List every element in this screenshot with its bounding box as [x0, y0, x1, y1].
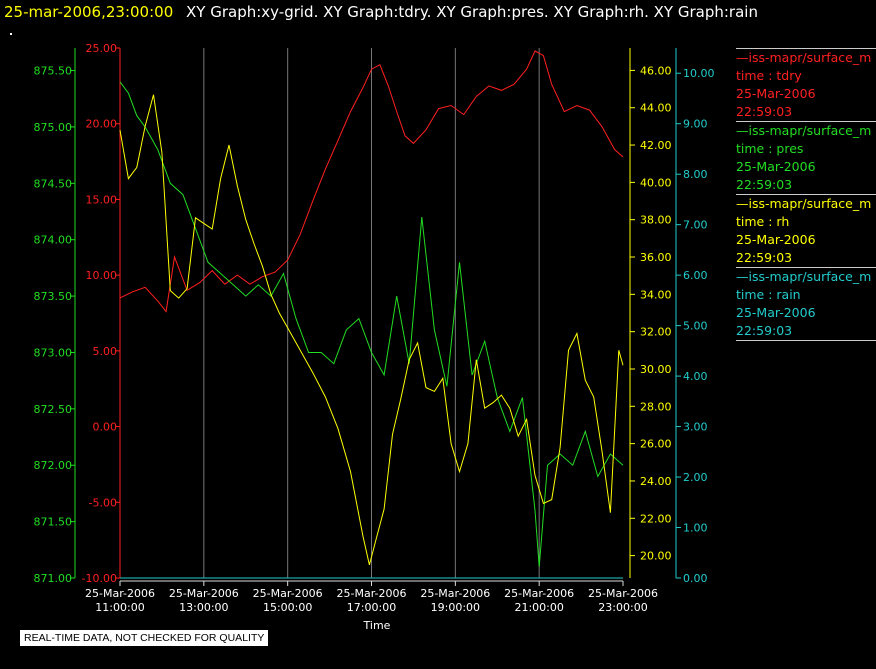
rh-tick-label: 44.00 — [640, 102, 672, 115]
pres-tick-label: 872.50 — [34, 403, 73, 416]
pres-tick-label: 874.00 — [34, 234, 73, 247]
rh-tick-label: 20.00 — [640, 550, 672, 563]
rh-tick-label: 22.00 — [640, 512, 672, 525]
x-tick-label-date: 25-Mar-2006 — [85, 587, 155, 600]
tdry-tick-label: 0.00 — [93, 421, 118, 434]
legend-title: —iss-mapr/surface_m — [736, 269, 872, 284]
rh-tick-label: 32.00 — [640, 326, 672, 339]
x-tick-label-time: 21:00:00 — [514, 601, 563, 614]
rh-tick-label: 42.00 — [640, 139, 672, 152]
rh-tick-label: 28.00 — [640, 400, 672, 413]
x-tick-label-time: 13:00:00 — [179, 601, 228, 614]
x-tick-label-time: 23:00:00 — [598, 601, 647, 614]
marker-dot — [10, 33, 12, 35]
rain-tick-label: 6.00 — [683, 269, 708, 282]
tdry-tick-label: 5.00 — [93, 345, 118, 358]
legend-time: 22:59:03 — [736, 104, 793, 119]
rh-tick-label: 30.00 — [640, 363, 672, 376]
tdry-tick-label: 20.00 — [86, 118, 118, 131]
pres-tick-label: 871.50 — [34, 516, 73, 529]
quality-notice: REAL-TIME DATA, NOT CHECKED FOR QUALITY — [20, 630, 269, 646]
pres-tick-label: 871.00 — [34, 572, 73, 585]
rh-tick-label: 38.00 — [640, 214, 672, 227]
rh-tick-label: 40.00 — [640, 176, 672, 189]
tdry-tick-label: 25.00 — [86, 42, 118, 55]
legend-time: 22:59:03 — [736, 177, 793, 192]
rain-tick-label: 5.00 — [683, 320, 708, 333]
rh-tick-label: 24.00 — [640, 475, 672, 488]
x-tick-label-time: 15:00:00 — [263, 601, 312, 614]
legend-var: time : tdry — [736, 68, 802, 83]
rh-tick-label: 46.00 — [640, 64, 672, 77]
legend-entry-rh[interactable]: —iss-mapr/surface_m time : rh 25-Mar-200… — [736, 194, 876, 267]
legend-entry-tdry[interactable]: —iss-mapr/surface_m time : tdry 25-Mar-2… — [736, 48, 876, 121]
rain-tick-label: 10.00 — [683, 67, 715, 80]
pres-series-line — [119, 81, 624, 567]
tdry-tick-label: 10.00 — [86, 269, 118, 282]
legend-title: —iss-mapr/surface_m — [736, 50, 872, 65]
rain-tick-label: 7.00 — [683, 219, 708, 232]
rain-tick-label: 2.00 — [683, 471, 708, 484]
pres-tick-label: 875.00 — [34, 121, 73, 134]
legend-date: 25-Mar-2006 — [736, 159, 816, 174]
x-tick-label-date: 25-Mar-2006 — [588, 587, 658, 600]
rain-tick-label: 3.00 — [683, 421, 708, 434]
pres-tick-label: 875.50 — [34, 65, 73, 78]
legend-var: time : rh — [736, 214, 790, 229]
rh-tick-label: 34.00 — [640, 288, 672, 301]
tdry-tick-label: -5.00 — [89, 496, 117, 509]
x-tick-label-time: 17:00:00 — [347, 601, 396, 614]
legend-date: 25-Mar-2006 — [736, 232, 816, 247]
rain-tick-label: 4.00 — [683, 370, 708, 383]
legend: —iss-mapr/surface_m time : tdry 25-Mar-2… — [736, 48, 876, 341]
rh-series-line — [119, 94, 624, 566]
x-tick-label-time: 11:00:00 — [95, 601, 144, 614]
rh-tick-label: 36.00 — [640, 251, 672, 264]
rain-tick-label: 9.00 — [683, 118, 708, 131]
header-time: 25-mar-2006,23:00:00 — [4, 3, 174, 21]
legend-entry-rain[interactable]: —iss-mapr/surface_m time : rain 25-Mar-2… — [736, 267, 876, 341]
pres-tick-label: 872.00 — [34, 459, 73, 472]
x-tick-label-date: 25-Mar-2006 — [504, 587, 574, 600]
tdry-tick-label: -10.00 — [82, 572, 117, 585]
legend-title: —iss-mapr/surface_m — [736, 123, 872, 138]
tdry-series-line — [119, 50, 624, 313]
legend-time: 22:59:03 — [736, 250, 793, 265]
x-tick-label-time: 19:00:00 — [431, 601, 480, 614]
x-tick-label-date: 25-Mar-2006 — [420, 587, 490, 600]
legend-time: 22:59:03 — [736, 323, 793, 338]
pres-tick-label: 873.50 — [34, 290, 73, 303]
x-tick-label-date: 25-Mar-2006 — [253, 587, 323, 600]
legend-var: time : pres — [736, 141, 804, 156]
legend-date: 25-Mar-2006 — [736, 86, 816, 101]
pres-tick-label: 874.50 — [34, 177, 73, 190]
legend-date: 25-Mar-2006 — [736, 305, 816, 320]
x-tick-label-date: 25-Mar-2006 — [169, 587, 239, 600]
legend-title: —iss-mapr/surface_m — [736, 196, 872, 211]
legend-entry-pres[interactable]: —iss-mapr/surface_m time : pres 25-Mar-2… — [736, 121, 876, 194]
x-axis-title: Time — [363, 619, 391, 632]
pres-tick-label: 873.00 — [34, 346, 73, 359]
rain-tick-label: 8.00 — [683, 168, 708, 181]
header-graph-list: XY Graph:xy-grid. XY Graph:tdry. XY Grap… — [186, 3, 758, 21]
legend-var: time : rain — [736, 287, 801, 302]
rh-tick-label: 26.00 — [640, 438, 672, 451]
rain-tick-label: 0.00 — [683, 572, 708, 585]
tdry-tick-label: 15.00 — [86, 193, 118, 206]
rain-tick-label: 1.00 — [683, 522, 708, 535]
page-header: 25-mar-2006,23:00:00 XY Graph:xy-grid. X… — [4, 3, 758, 21]
x-tick-label-date: 25-Mar-2006 — [337, 587, 407, 600]
